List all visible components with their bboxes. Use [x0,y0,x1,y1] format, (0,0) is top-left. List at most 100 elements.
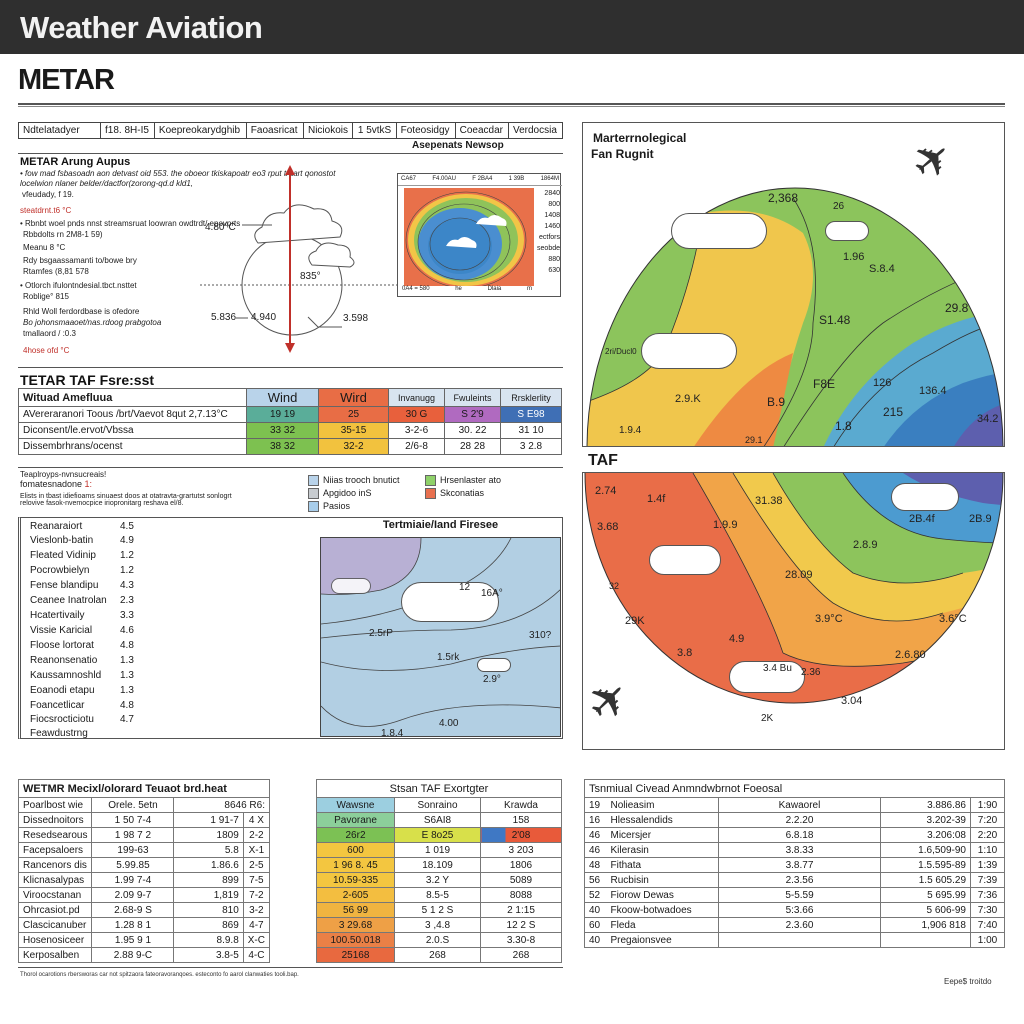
map-value: 29.8 [945,301,969,315]
inset-right-ticks: 2840 800 1408 1460 ectfors seobde 880 63… [534,188,560,276]
map-value: 215 [883,405,904,419]
map-value: 3.9°C [815,613,843,625]
col-header: Poarlbost wie [17,797,93,813]
table-row: 48 Fithata 3.8.77 1.5.595-89 1:39 [584,857,1005,873]
map-value: 29.1 [745,435,763,445]
inset-label: F 2BA4 [472,176,493,182]
taf-chart-title: TAF [588,452,618,469]
cell: 1809 [173,827,244,843]
station-diagram [200,165,400,353]
metar-line: Rhld Woll ferdordbase is ofedore [23,307,140,316]
metar-line: Bo johonsmaaoet/nas.rdoog prabgotoa [23,318,162,327]
inset-label: 1864M [540,176,559,182]
cell: 1.5 605.29 [880,872,971,888]
cell: 8.5-5 [394,887,481,903]
legend-col-2: Hrsenlaster ato Skconatias [425,474,501,500]
cell: 1.28 8 1 [91,917,175,933]
metar-line: • Otlorch ifulontndesial.tbct.nsttet [20,281,137,290]
map-value: 126 [873,377,892,389]
table-header: Wawsne Sonraino Krawda [316,797,562,813]
cell: Fleda [606,917,719,933]
cell: 1 96 8. 45 [316,857,395,873]
list-item: Reanaraiort 4.5 [30,521,134,532]
cell: 1.5.595-89 [880,857,971,873]
taf-col-header: Wind [246,388,319,407]
cell: 19 [584,797,607,813]
param-value: 4.6 [120,625,134,636]
taf-cell: 28 28 [444,438,501,455]
legend-item: Apgidoo inS [308,487,400,500]
cell: 1,906 818 [880,917,971,933]
map-value: 31.38 [755,495,783,507]
cell: 56 99 [316,902,395,918]
terminal-map-title: Tertmiaie/Iand Firesee [382,519,499,531]
cell: 5 1 2 S [394,902,481,918]
cell: Resedsearous [17,827,93,843]
map-value: 1.96 [843,251,865,263]
taf-row-label: Diconsent/le.ervot/Vbssa [18,422,247,439]
cell: 7:20 [970,812,1005,828]
table-row: 60 Fleda 2.3.60 1,906 818 7:40 [584,917,1005,933]
taf-cell: 3 2.8 [500,438,562,455]
param-name: Reanaraiort [30,521,83,532]
cell: 1806 [480,857,562,873]
cell: 3.30-8 [480,932,562,948]
param-value: 4.7 [120,714,134,725]
table-title: Tsnmiual Civead Anmndwbrnot Foeosal [584,779,1005,798]
table-row: 19 Nolieasim Kawaorel 3.886.86 1:90 [584,797,1005,813]
cell: 1:39 [970,857,1005,873]
cell: 40 [584,932,607,948]
info-line: Elists in tbast idiefioams sinuaest doos… [20,493,232,500]
param-name: Ceanee Inatrolan [30,595,107,606]
cell [718,932,881,948]
met-chart-subtitle: Fan Rugnit [591,147,654,161]
table-row: Kerposalben 2.88 9-C 3.8-5 4-C [17,947,271,963]
list-item: Hcatertivaily 3.3 [30,610,134,621]
cell: 3.206:08 [880,827,971,843]
inset-contour-plot [404,188,534,286]
tick-label: 1460 [544,223,560,230]
metar-line: Rbbdolts rn 2M8-1 59) [23,230,103,239]
cell: S6AI8 [394,812,481,828]
legend-swatch [308,475,319,487]
param-name: Fense blandipu [30,580,99,591]
metar-line: Rtamfes (8,81 578 [23,267,89,276]
section-divider [18,467,563,468]
table-row: Viroocstanan 2.09 9-7 1,819 7-2 [17,887,271,903]
table-row: Clascicanuber 1.28 8 1 869 4-7 [17,917,271,933]
cell: 268 [480,947,562,963]
cell: 3.202-39 [880,812,971,828]
header-cell: Coeacdar [455,122,509,139]
param-value: 1.2 [120,565,134,576]
map-value: 1.5rk [437,652,460,663]
col-header: Orele. 5etn [91,797,175,813]
cell: 2.68-9 S [91,902,175,918]
cell: 25168 [316,947,395,963]
param-value: 4.8 [120,700,134,711]
taf-cell: 3-2-6 [388,422,445,439]
section-divider [18,153,563,154]
cell: 1.86.6 [173,857,244,873]
cell: 7-2 [242,887,271,903]
cell: 2'08 [480,827,562,843]
tick-label: ectfors [538,234,560,241]
legend-label: Niias trooch bnutict [323,475,400,485]
info-line: Teaplroyps-nvnsucreais! [20,470,107,479]
legend-col-1: Niias trooch bnutict Apgidoo inS Pasios [308,474,400,513]
cell: 26r2 [316,827,395,843]
cell: Rancenors dis [17,857,93,873]
cell: 56 [584,872,607,888]
cell: 7:39 [970,872,1005,888]
inset-label: he [455,286,462,292]
info-block: Teaplroyps-nvnsucreais! fomatesnadone 1:… [20,470,310,507]
map-value: 1.9.9 [713,519,738,531]
taf-cell: 38 32 [246,438,319,455]
cell: E 8o25 [394,827,481,843]
map-value: S1.48 [819,313,851,327]
table-title: WETMR Mecixl/olorard Teuaot brd.heat [18,779,270,798]
cloud-icon [825,221,869,241]
col-header: Krawda [480,797,562,813]
inset-label: F4.00AU [432,176,456,182]
table-row: Klicnasalypas 1.99 7-4 899 7-5 [17,872,271,888]
map-value: 2.9° [483,674,501,685]
